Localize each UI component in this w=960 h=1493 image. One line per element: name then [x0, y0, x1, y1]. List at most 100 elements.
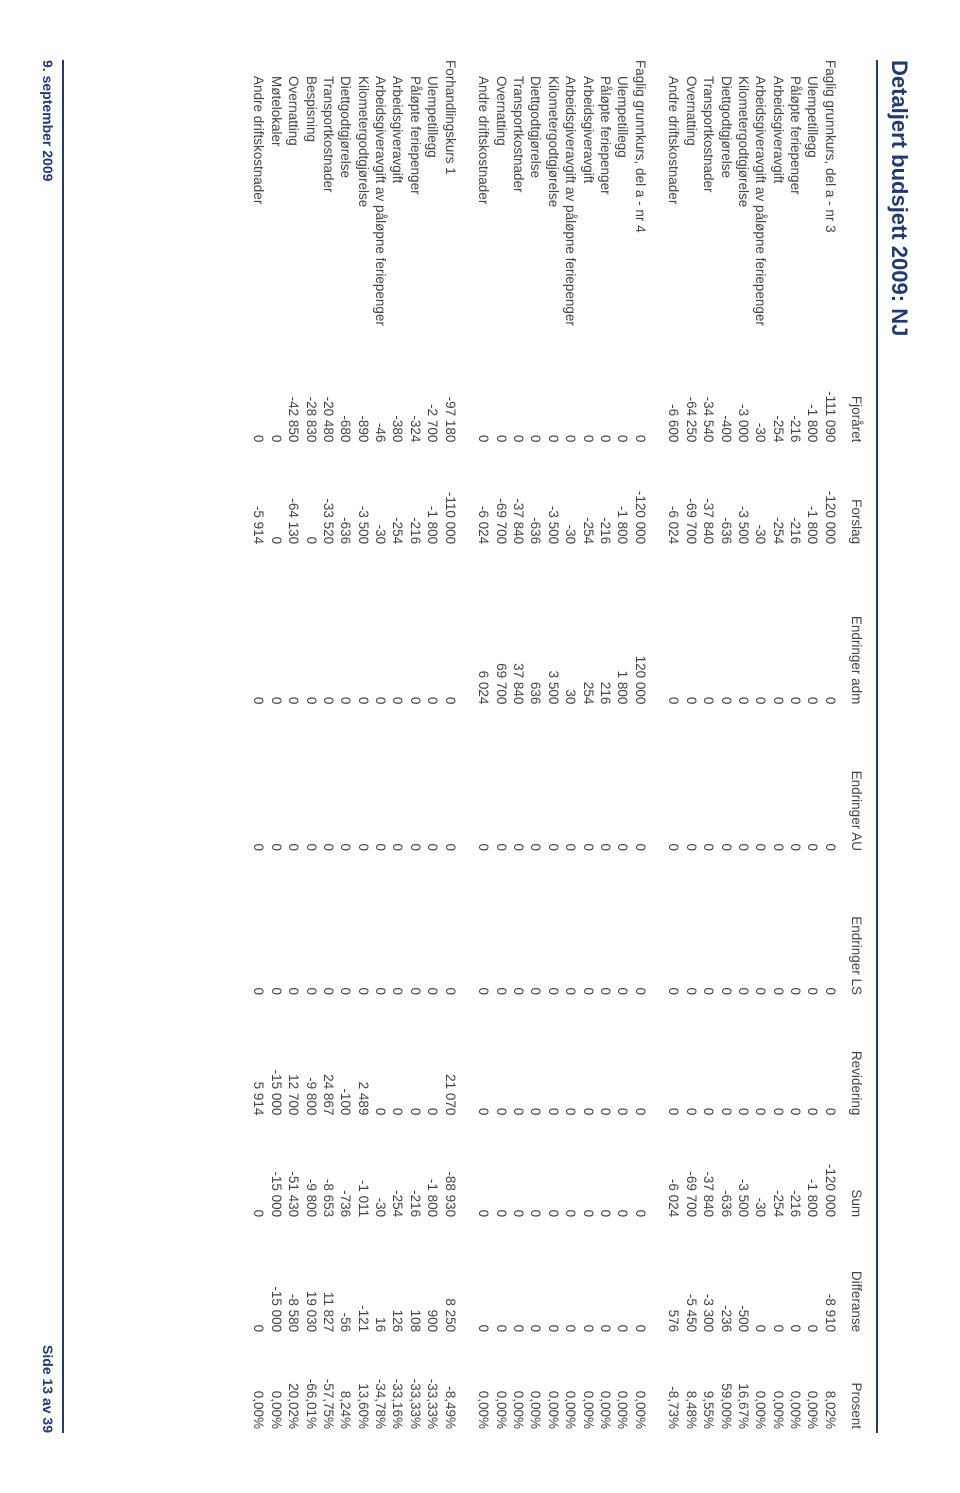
table-row: Ulempetillegg-2 700-1 8000000-1 800900-3… — [424, 60, 441, 1433]
table-row: Overnatting-64 250-69 7000000-69 700-5 4… — [683, 60, 700, 1433]
cell-diff: -15 000 — [268, 1221, 285, 1336]
content-area: Detaljert budsjett 2009: NJ FjoråretFors… — [0, 0, 960, 1493]
cell-diff: -8 580 — [285, 1221, 302, 1336]
cell-rev: 0 — [752, 999, 769, 1119]
cell-sum: 0 — [614, 1119, 631, 1221]
cell-e_ls: 0 — [632, 855, 649, 999]
cell-fjor: -97 180 — [441, 348, 458, 446]
col-header-pros: Prosent — [839, 1336, 866, 1433]
cell-sum: 0 — [475, 1119, 492, 1221]
cell-forslag: -254 — [389, 446, 406, 548]
cell-e_ls: 0 — [822, 855, 839, 999]
cell-e_au: 0 — [510, 708, 527, 855]
table-row: Kilometergodtgjørelse0-3 5003 500000000,… — [545, 60, 562, 1433]
cell-rev: 0 — [683, 999, 700, 1119]
cell-e_adm: 0 — [268, 548, 285, 708]
cell-diff: 900 — [424, 1221, 441, 1336]
cell-e_au: 0 — [441, 708, 458, 855]
cell-pros: 59,00% — [717, 1336, 734, 1433]
cell-forslag: -216 — [597, 446, 614, 548]
table-row: Ulempetillegg-1 800-1 8000000-1 80000,00… — [804, 60, 821, 1433]
cell-diff: 0 — [562, 1221, 579, 1336]
page-title: Detaljert budsjett 2009: NJ — [886, 60, 912, 1433]
cell-e_adm: 0 — [372, 548, 389, 708]
table-row: Transportkostnader-34 540-37 8400000-37 … — [700, 60, 717, 1433]
cell-forslag: -30 — [372, 446, 389, 548]
cell-e_au: 0 — [665, 708, 682, 855]
cell-diff: 0 — [614, 1221, 631, 1336]
cell-e_au: 0 — [804, 708, 821, 855]
cell-forslag: -30 — [752, 446, 769, 548]
cell-sum: -1 800 — [424, 1119, 441, 1221]
cell-e_ls: 0 — [337, 855, 354, 999]
cell-e_au: 0 — [579, 708, 596, 855]
cell-rev: 0 — [493, 999, 510, 1119]
cell-e_au: 0 — [597, 708, 614, 855]
row-label: Andre driftskostnader — [475, 60, 492, 348]
spacer-row — [649, 60, 665, 1433]
cell-forslag: -3 500 — [355, 446, 372, 548]
row-label: Påløpte feriepenger — [407, 60, 424, 348]
cell-e_ls: 0 — [527, 855, 544, 999]
cell-rev: 0 — [424, 999, 441, 1119]
cell-e_adm: 0 — [717, 548, 734, 708]
cell-forslag: -30 — [562, 446, 579, 548]
cell-pros: 20,02% — [285, 1336, 302, 1433]
cell-sum: -120 000 — [822, 1119, 839, 1221]
budget-table: FjoråretForslagEndringer admEndringer AU… — [250, 60, 866, 1433]
cell-pros: -57,75% — [320, 1336, 337, 1433]
table-row: Andre driftskostnader0-5 9140005 914000,… — [250, 60, 267, 1433]
cell-pros: 16,67% — [735, 1336, 752, 1433]
cell-forslag: -3 500 — [735, 446, 752, 548]
cell-e_adm: 0 — [389, 548, 406, 708]
cell-diff: 11 827 — [320, 1221, 337, 1336]
cell-e_adm: 0 — [804, 548, 821, 708]
row-label: Overnatting — [683, 60, 700, 348]
cell-e_adm: 216 — [597, 548, 614, 708]
cell-e_au: 0 — [787, 708, 804, 855]
cell-fjor: -20 480 — [320, 348, 337, 446]
cell-diff: 0 — [510, 1221, 527, 1336]
cell-e_ls: 0 — [752, 855, 769, 999]
cell-e_ls: 0 — [407, 855, 424, 999]
cell-fjor: -64 250 — [683, 348, 700, 446]
row-label: Forhandlingskurs 1 — [441, 60, 458, 348]
cell-e_adm: 0 — [700, 548, 717, 708]
table-row: Diettgodtgjørelse-680-636000-100-736-568… — [337, 60, 354, 1433]
cell-fjor: 0 — [597, 348, 614, 446]
cell-pros: -8,73% — [665, 1336, 682, 1433]
cell-e_au: 0 — [632, 708, 649, 855]
cell-pros: -8,49% — [441, 1336, 458, 1433]
cell-sum: -1 800 — [804, 1119, 821, 1221]
row-label: Arbeidsgiveravgift av påløpne feriepenge… — [372, 60, 389, 348]
cell-e_ls: 0 — [493, 855, 510, 999]
cell-diff: 0 — [752, 1221, 769, 1336]
cell-rev: 0 — [735, 999, 752, 1119]
cell-forslag: -69 700 — [683, 446, 700, 548]
cell-pros: 8,48% — [683, 1336, 700, 1433]
cell-e_ls: 0 — [389, 855, 406, 999]
cell-fjor: -28 830 — [302, 348, 319, 446]
cell-e_au: 0 — [302, 708, 319, 855]
cell-fjor: 0 — [268, 348, 285, 446]
cell-e_ls: 0 — [285, 855, 302, 999]
cell-e_ls: 0 — [302, 855, 319, 999]
cell-e_adm: 69 700 — [493, 548, 510, 708]
cell-e_au: 0 — [614, 708, 631, 855]
cell-fjor: 0 — [510, 348, 527, 446]
cell-rev: 0 — [804, 999, 821, 1119]
cell-forslag: -216 — [407, 446, 424, 548]
cell-sum: -6 024 — [665, 1119, 682, 1221]
cell-diff: 0 — [527, 1221, 544, 1336]
row-label: Andre driftskostnader — [665, 60, 682, 348]
cell-e_adm: 120 000 — [632, 548, 649, 708]
cell-pros: 0,00% — [787, 1336, 804, 1433]
cell-fjor: -890 — [355, 348, 372, 446]
table-row: Andre driftskostnader0-6 0246 024000000,… — [475, 60, 492, 1433]
table-row: Påløpte feriepenger-324-2160000-216108-3… — [407, 60, 424, 1433]
table-row: Arbeidsgiveravgift0-254254000000,00% — [579, 60, 596, 1433]
cell-sum: 0 — [562, 1119, 579, 1221]
cell-sum: -254 — [770, 1119, 787, 1221]
row-label: Arbeidsgiveravgift — [579, 60, 596, 348]
cell-diff: 108 — [407, 1221, 424, 1336]
